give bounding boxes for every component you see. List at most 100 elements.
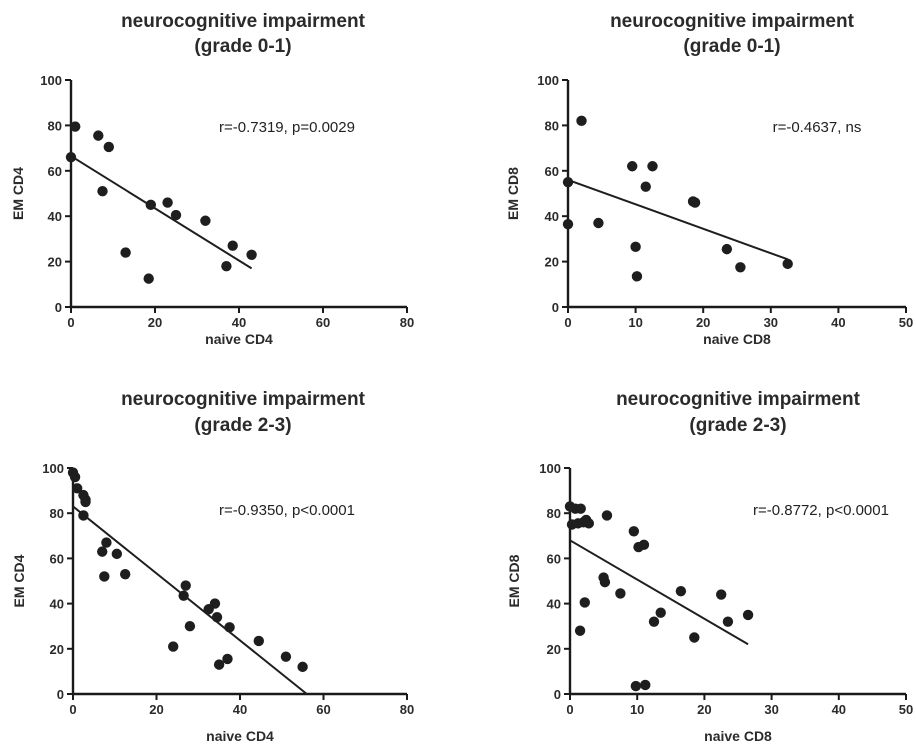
scatter-point	[638, 539, 650, 551]
scatter-point	[227, 240, 238, 251]
scatter-point	[647, 161, 658, 172]
regression-line	[70, 155, 253, 270]
scatter-point	[170, 209, 182, 221]
chart-subtitle: (grade 2-3)	[689, 415, 786, 436]
scatter-point	[71, 483, 83, 494]
scatter-point	[97, 546, 108, 557]
x-tick-label: 80	[400, 315, 414, 330]
scatter-point	[742, 609, 754, 621]
scatter-point	[101, 537, 112, 548]
scatter-point	[630, 680, 642, 692]
x-tick-label: 20	[696, 315, 710, 330]
y-axis-label: EM CD8	[505, 167, 521, 220]
x-tick-label: 10	[628, 315, 642, 330]
chart-title: neurocognitive impairment	[121, 11, 366, 32]
y-tick-label: 20	[545, 255, 559, 270]
y-tick-label: 100	[539, 461, 561, 476]
scatter-point	[209, 598, 221, 609]
chart-title: neurocognitive impairment	[610, 11, 855, 32]
scatter-point	[162, 197, 173, 208]
correlation-annotation: r=-0.7319, p=0.0029	[219, 119, 355, 136]
y-tick-label: 0	[57, 687, 64, 702]
scatter-point	[648, 616, 660, 627]
scatter-point	[103, 141, 115, 153]
x-axis-label: naive CD4	[205, 331, 273, 347]
regression-line	[72, 505, 308, 695]
y-tick-label: 80	[545, 118, 559, 133]
scatter-point	[782, 258, 793, 270]
x-tick-label: 60	[316, 702, 330, 717]
y-tick-label: 0	[552, 300, 559, 315]
y-tick-label: 80	[547, 506, 561, 521]
scatter-point	[65, 151, 77, 163]
y-tick-label: 40	[48, 209, 62, 224]
y-tick-label: 100	[40, 73, 62, 88]
scatter-point	[297, 661, 308, 673]
scatter-point	[579, 597, 590, 608]
x-tick-label: 0	[67, 315, 74, 330]
x-tick-label: 40	[831, 315, 845, 330]
scatter-point	[253, 635, 264, 647]
y-tick-label: 0	[554, 687, 561, 702]
scatter-point	[655, 607, 666, 618]
scatter-point	[69, 471, 81, 483]
y-axis-label: EM CD8	[506, 554, 522, 607]
regression-line	[567, 178, 789, 261]
scatter-point	[93, 130, 104, 141]
scatter-point	[721, 243, 733, 255]
scatter-point	[640, 181, 651, 192]
scatter-point	[735, 262, 746, 273]
scatter-point	[246, 249, 257, 260]
scatter-point	[70, 121, 81, 132]
x-tick-label: 0	[69, 702, 76, 717]
scatter-point	[722, 616, 734, 627]
y-tick-label: 60	[547, 551, 561, 566]
chart-subtitle: (grade 2-3)	[194, 415, 291, 436]
x-tick-label: 40	[832, 702, 846, 717]
scatter-point	[601, 510, 613, 521]
correlation-annotation: r=-0.9350, p<0.0001	[219, 502, 355, 519]
y-tick-label: 40	[50, 597, 64, 612]
x-tick-label: 50	[899, 702, 913, 717]
scatter-point	[631, 271, 643, 282]
x-tick-label: 20	[148, 315, 162, 330]
y-tick-label: 60	[545, 164, 559, 179]
scatter-point	[213, 659, 225, 670]
x-tick-label: 40	[232, 315, 246, 330]
x-tick-label: 50	[899, 315, 913, 330]
scatter-point	[689, 632, 700, 643]
x-tick-label: 20	[697, 702, 711, 717]
scatter-point	[222, 653, 233, 665]
scatter-point	[99, 571, 110, 582]
x-axis-label: naive CD4	[206, 728, 274, 744]
scatter-point	[675, 585, 687, 597]
x-axis-label: naive CD8	[703, 331, 771, 347]
scatter-point	[178, 590, 189, 601]
chart-title: neurocognitive impairment	[121, 389, 366, 410]
scatter-point	[145, 199, 156, 211]
scatter-panel-cd4-grade-2-3: neurocognitive impairment (grade 2-3) r=-0…	[11, 389, 414, 744]
scatter-point	[78, 510, 89, 521]
scatter-point	[575, 503, 586, 514]
y-tick-label: 100	[537, 73, 559, 88]
x-tick-label: 80	[400, 702, 414, 717]
x-tick-label: 0	[566, 702, 573, 717]
x-axis-label: naive CD8	[704, 728, 772, 744]
scatter-point	[576, 115, 587, 127]
x-tick-label: 40	[233, 702, 247, 717]
correlation-annotation: r=-0.8772, p<0.0001	[753, 502, 889, 519]
y-tick-label: 100	[42, 461, 64, 476]
y-tick-label: 20	[48, 255, 62, 270]
scatter-point	[689, 197, 701, 208]
chart-subtitle: (grade 0-1)	[683, 36, 780, 57]
scatter-point	[615, 588, 626, 599]
scatter-point	[280, 651, 292, 662]
x-tick-label: 60	[316, 315, 330, 330]
scatter-point	[627, 161, 638, 172]
y-axis-label: EM CD4	[11, 554, 27, 607]
scatter-point	[599, 576, 611, 588]
y-axis-label: EM CD4	[10, 167, 26, 220]
scatter-point	[716, 589, 727, 600]
scatter-point	[630, 241, 641, 253]
scatter-point	[97, 186, 108, 197]
